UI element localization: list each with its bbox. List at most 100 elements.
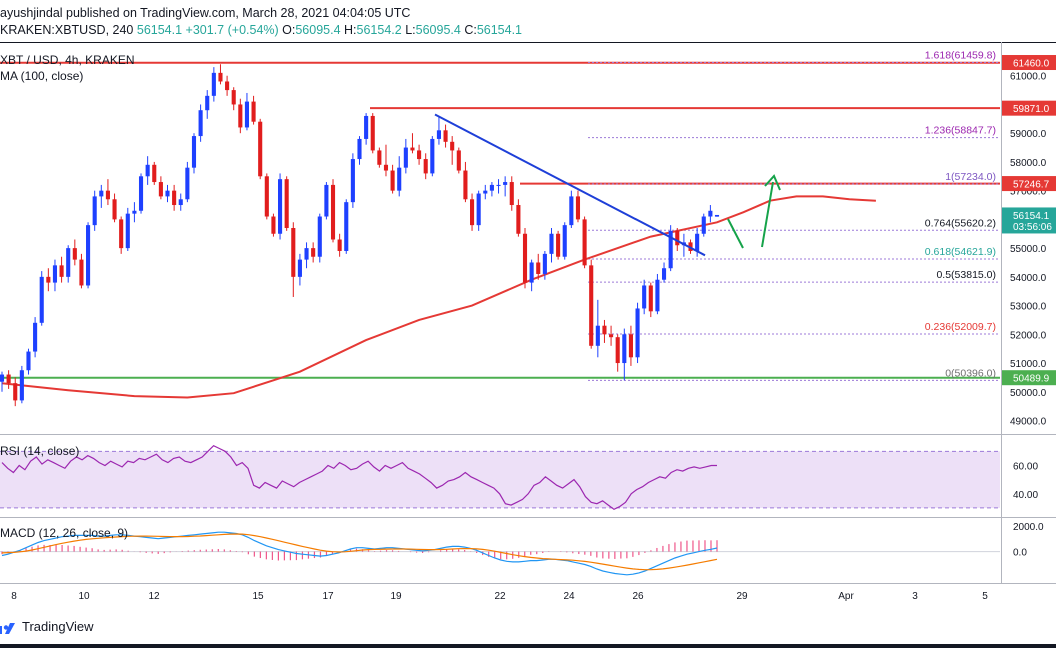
candle-body <box>278 179 283 234</box>
ma-legend: MA (100, close) <box>0 69 83 83</box>
price-tag: 59871.0 <box>1002 100 1056 116</box>
candle-body <box>324 184 329 217</box>
candle-body <box>595 325 600 346</box>
low-value: 56095.4 <box>415 23 461 37</box>
candle-body <box>0 374 5 382</box>
macd-tick-label: 2000.0 <box>1013 522 1044 533</box>
candle-body <box>661 268 667 280</box>
candle-body <box>72 248 77 260</box>
close-value: 56154.1 <box>476 23 522 37</box>
price-tag: 61460.0 <box>1002 55 1056 71</box>
candle-body <box>26 351 31 371</box>
macd-legend: MACD (12, 26, close, 9) <box>0 526 128 540</box>
candle-body <box>675 230 680 246</box>
candle-body <box>423 159 428 174</box>
macd-tick-label: 0.0 <box>1013 548 1027 559</box>
candle-body <box>251 101 256 122</box>
candle-body <box>450 141 455 151</box>
candle-body <box>708 210 713 217</box>
price-tick-label: 51000.0 <box>1010 359 1047 370</box>
time-tick-label: 24 <box>563 591 575 602</box>
signal-line <box>1 533 718 571</box>
publisher-name[interactable]: ayushjindal <box>0 6 63 20</box>
candle-body <box>403 147 408 168</box>
candle-body <box>304 248 309 260</box>
candle-body <box>218 72 223 82</box>
candle-body <box>350 159 355 203</box>
candle-body <box>357 138 362 160</box>
time-tick-label: 3 <box>912 591 918 602</box>
ma100-line <box>1 195 876 399</box>
time-tick-label: 15 <box>252 591 264 602</box>
footer-brand[interactable]: TradingView <box>22 619 94 634</box>
fibonacci-label: 0.764(55620.2) <box>925 217 996 229</box>
candle-body <box>165 190 170 197</box>
candle-body <box>469 199 475 226</box>
candle-body <box>668 230 673 269</box>
macd-line <box>1 531 718 576</box>
candle-body <box>178 199 183 206</box>
candle-body <box>542 253 547 274</box>
time-tick-label: 10 <box>78 591 90 602</box>
chart-canvas[interactable]: 49000.050000.051000.052000.053000.054000… <box>0 42 1056 612</box>
rsi-line <box>1 444 717 510</box>
price-tag-text: 56154.1 <box>1013 211 1050 222</box>
chart-footer: TradingView <box>0 612 1056 648</box>
price-tag-bg <box>1002 55 1056 71</box>
candle-body <box>642 285 647 309</box>
candle-body <box>13 383 18 401</box>
candle-body <box>152 164 157 183</box>
candle-body <box>132 210 137 214</box>
candle-body <box>701 216 706 234</box>
low-label: L: <box>405 23 416 37</box>
candle-body <box>370 115 375 151</box>
candle-body <box>19 370 24 401</box>
candle-body <box>79 259 84 286</box>
candle-body <box>271 216 276 234</box>
bottom-border <box>0 644 1056 648</box>
candle-body <box>496 184 501 186</box>
close-label: C: <box>464 23 477 37</box>
price-tick-label: 59000.0 <box>1010 129 1047 140</box>
candle-body <box>602 325 607 335</box>
candle-body <box>714 214 720 217</box>
price-tick-label: 57000.0 <box>1010 187 1047 198</box>
time-tick-label: 26 <box>632 591 644 602</box>
candle-body <box>33 322 38 352</box>
candle-body <box>436 130 441 139</box>
candle-body <box>244 101 250 128</box>
price-tick-label: 53000.0 <box>1010 302 1047 313</box>
candle-body <box>92 196 97 226</box>
projection-arrow-up <box>761 181 774 248</box>
candle-body <box>125 213 130 249</box>
candle-body <box>258 121 263 177</box>
candle-body <box>503 182 508 185</box>
fibonacci-label: 0(50396.0) <box>945 367 996 379</box>
price-tick-label: 49000.0 <box>1010 417 1047 428</box>
price-change: +301.7 (+0.54%) <box>185 23 279 37</box>
time-tick-label: 8 <box>11 591 17 602</box>
candle-body <box>211 72 216 96</box>
price-tag-text: 57246.7 <box>1013 180 1050 191</box>
price-tick-label: 50000.0 <box>1010 388 1047 399</box>
candle-body <box>364 115 369 139</box>
ticker-label: KRAKEN:XBTUSD, 240 <box>0 23 134 37</box>
price-tag-bg <box>1002 370 1056 386</box>
candle-body <box>145 164 150 177</box>
time-tick-label: 12 <box>148 591 160 602</box>
candle-body <box>582 219 587 266</box>
price-tag-bg <box>1002 100 1056 116</box>
price-tag: 57246.7 <box>1002 176 1056 192</box>
publish-line: ayushjindal published on TradingView.com… <box>0 6 410 20</box>
candle-body <box>337 239 342 251</box>
price-tag-bg <box>1002 207 1056 234</box>
candle-body <box>52 265 58 283</box>
candle-body <box>59 265 64 277</box>
chart-title: XBT / USD, 4h, KRAKEN <box>0 53 135 67</box>
symbol-line: KRAKEN:XBTUSD, 240 56154.1 +301.7 (+0.54… <box>0 23 522 37</box>
candle-body <box>397 167 402 191</box>
fibonacci-label: 0.618(54621.9) <box>925 246 996 258</box>
price-tick-label: 61000.0 <box>1010 72 1047 83</box>
candle-body <box>476 193 481 226</box>
candle-body <box>66 248 71 277</box>
